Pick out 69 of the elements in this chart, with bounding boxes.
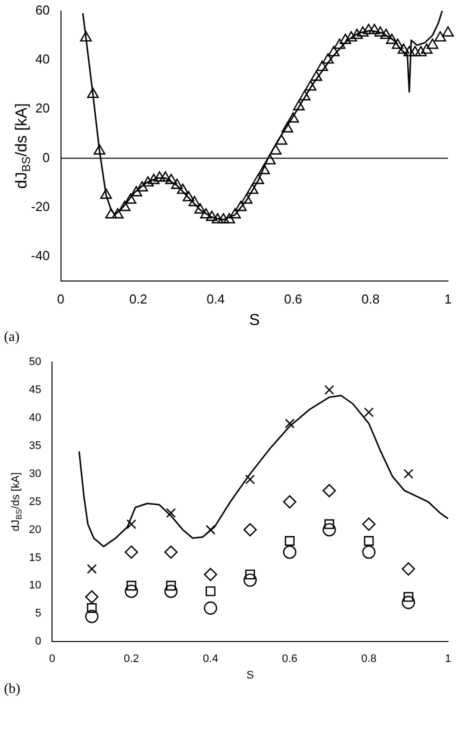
text: (a) [3, 330, 21, 347]
point [166, 580, 176, 591]
point [362, 518, 376, 531]
x-axis-title: S [246, 669, 254, 682]
y-tick-label: 25 [28, 496, 42, 508]
x-tick-label: 1 [444, 653, 452, 666]
point [284, 418, 295, 428]
point [402, 562, 416, 576]
point [284, 536, 295, 546]
point [322, 484, 336, 498]
x-tick-label: 0.6 [282, 653, 298, 666]
point [85, 610, 98, 624]
point [166, 508, 176, 518]
point [402, 596, 416, 610]
x-tick-label: 0.6 [284, 292, 302, 307]
point [86, 564, 97, 574]
text: (b) [3, 682, 22, 699]
y-axis-title: dJBS/ds [kA] [13, 103, 33, 189]
point [204, 601, 218, 615]
y-tick-label: 50 [28, 356, 42, 368]
point [126, 519, 136, 530]
point [283, 495, 296, 508]
point [245, 570, 256, 580]
y-tick-label: 20 [28, 524, 42, 536]
x-tick-label: 1 [444, 292, 452, 307]
point [164, 584, 178, 598]
y-tick-label: 5 [35, 608, 42, 620]
y-tick-label: -20 [30, 199, 50, 214]
point [124, 545, 138, 559]
point [204, 568, 218, 582]
y-tick-label: 40 [28, 412, 42, 424]
point [86, 603, 97, 613]
point [404, 468, 414, 479]
point [404, 592, 414, 602]
x-tick-label: 0.2 [129, 292, 148, 307]
point [364, 407, 374, 418]
y-tick-label: 20 [35, 100, 50, 116]
point [324, 385, 334, 395]
x-tick-label: 0.4 [206, 292, 225, 307]
point [243, 573, 257, 587]
point [243, 523, 257, 536]
y-tick-label: 30 [28, 468, 42, 480]
y-tick-label: -40 [30, 248, 50, 264]
point [85, 590, 98, 604]
x-tick-label: 0.8 [361, 653, 376, 666]
y-tick-label: 10 [28, 580, 42, 592]
point [362, 545, 376, 559]
point [164, 545, 178, 559]
y-tick-label: 15 [28, 552, 42, 564]
x-axis-title: S [249, 312, 260, 329]
point [245, 474, 256, 484]
point [322, 523, 336, 536]
y-tick-label: 35 [28, 440, 42, 452]
x-tick-label: 0.4 [202, 653, 218, 666]
y-tick-label: 40 [35, 52, 50, 67]
point [124, 584, 138, 598]
point [324, 519, 334, 530]
point [206, 524, 216, 535]
point [126, 580, 136, 591]
y-tick-label: 0 [35, 636, 42, 648]
y-tick-label: 0 [42, 150, 50, 165]
point [364, 536, 374, 546]
x-tick-label: 0.8 [362, 292, 380, 307]
point [283, 545, 296, 559]
point [206, 586, 216, 596]
x-tick-label: 0.2 [124, 653, 140, 666]
y-tick-label: 60 [35, 2, 50, 18]
x-tick-label: 0 [57, 292, 64, 307]
y-tick-label: 45 [28, 384, 42, 396]
